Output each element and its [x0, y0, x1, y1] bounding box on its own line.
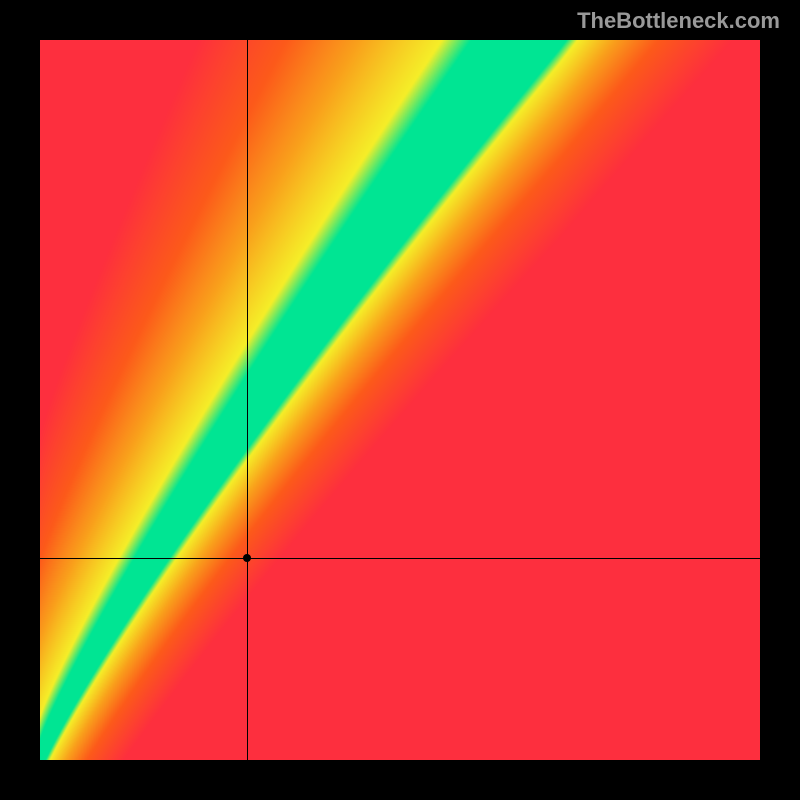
crosshair-horizontal: [40, 558, 760, 559]
watermark-text: TheBottleneck.com: [577, 8, 780, 34]
crosshair-dot: [243, 554, 251, 562]
crosshair-vertical: [247, 40, 248, 760]
chart-container: TheBottleneck.com: [0, 0, 800, 800]
plot-area: [40, 40, 760, 760]
heatmap-canvas: [40, 40, 760, 760]
